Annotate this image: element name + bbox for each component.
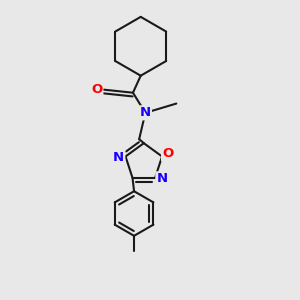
Text: N: N — [113, 151, 124, 164]
Text: N: N — [156, 172, 167, 185]
Text: N: N — [140, 106, 151, 119]
Text: O: O — [91, 83, 102, 96]
Text: O: O — [162, 148, 173, 160]
